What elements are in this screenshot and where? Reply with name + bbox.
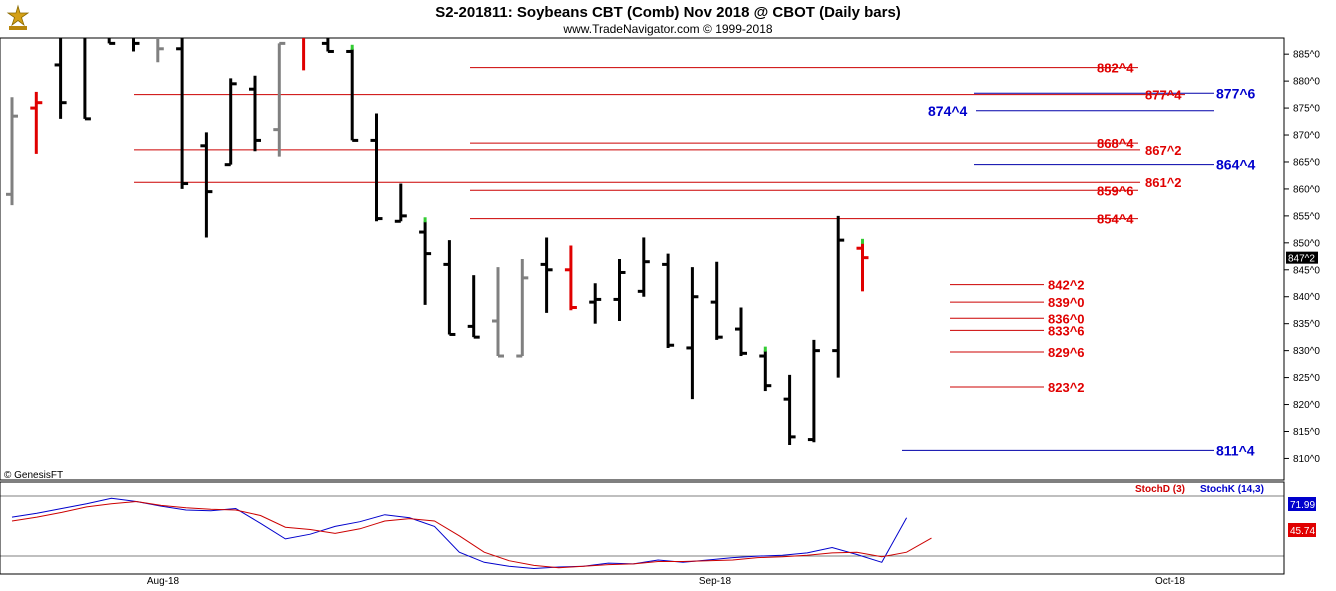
level-label: 882^4 xyxy=(1097,61,1134,76)
level-label: 859^6 xyxy=(1097,183,1134,198)
date-axis: Aug-18 Sep-18 Oct-18 xyxy=(147,576,1186,587)
y-tick-label: 845^0 xyxy=(1293,265,1320,276)
level-label: 836^0 xyxy=(1048,311,1085,326)
support-resistance-levels xyxy=(134,67,1214,451)
price-bar xyxy=(346,44,359,142)
price-bar xyxy=(370,113,383,222)
price-bar xyxy=(54,38,67,119)
x-tick-aug: Aug-18 xyxy=(147,576,180,587)
level-label: 854^4 xyxy=(1097,212,1134,227)
price-bar xyxy=(759,346,772,392)
price-axis: 810^0 815^0 820^0 825^0 830^0 835^0 840^0 845^0… xyxy=(1284,50,1320,465)
price-bar xyxy=(302,38,306,71)
price-bar xyxy=(856,238,869,292)
level-label: 864^4 xyxy=(1216,157,1256,173)
price-bar xyxy=(107,0,116,45)
price-bar xyxy=(321,38,334,53)
price-bar xyxy=(832,215,845,378)
price-bar xyxy=(710,261,723,340)
level-label: 868^4 xyxy=(1097,136,1134,151)
x-tick-sep: Sep-18 xyxy=(699,576,732,587)
stochk-last-value: 71.99 xyxy=(1290,500,1315,511)
signal-marker xyxy=(108,0,111,1)
price-bar xyxy=(686,267,699,400)
y-tick-label: 820^0 xyxy=(1293,400,1320,411)
y-tick-label: 885^0 xyxy=(1293,50,1320,61)
y-tick-label: 815^0 xyxy=(1293,427,1320,438)
level-label: 829^6 xyxy=(1048,345,1085,360)
y-tick-label: 875^0 xyxy=(1293,104,1320,115)
y-tick-label: 830^0 xyxy=(1293,346,1320,357)
level-label: 842^2 xyxy=(1048,278,1085,293)
price-bar xyxy=(156,38,164,63)
stochastic-panel: StochD (3) StochK (14,3) 71.99 45.74 xyxy=(0,481,1316,575)
level-label: 877^4 xyxy=(1145,88,1182,103)
y-tick-label: 840^0 xyxy=(1293,292,1320,303)
price-bar xyxy=(540,237,553,313)
price-bar xyxy=(273,41,286,157)
y-tick-label: 865^0 xyxy=(1293,157,1320,168)
header: S2-201811: Soybeans CBT (Comb) Nov 2018 … xyxy=(6,4,901,36)
level-label: 833^6 xyxy=(1048,323,1085,338)
level-label: 867^2 xyxy=(1145,143,1182,158)
price-bar xyxy=(637,237,650,297)
price-bars xyxy=(6,0,869,445)
last-price-label: 847^2 xyxy=(1288,254,1315,265)
y-tick-label: 870^0 xyxy=(1293,131,1320,142)
price-bar xyxy=(783,374,796,445)
price-bar xyxy=(443,240,456,336)
level-label: 874^4 xyxy=(928,103,968,119)
price-bar xyxy=(662,253,675,348)
price-bar xyxy=(224,78,237,167)
price-bar xyxy=(613,259,626,321)
chart-subtitle: www.TradeNavigator.com © 1999-2018 xyxy=(562,22,772,36)
last-price-tag: 847^2 xyxy=(1286,251,1318,265)
y-tick-label: 855^0 xyxy=(1293,211,1320,222)
y-tick-label: 850^0 xyxy=(1293,238,1320,249)
price-bar xyxy=(589,283,602,324)
level-labels: 882^4 877^4 877^6 874^4 868^4 867^2 864^4 861^2… xyxy=(928,61,1256,459)
signal-marker xyxy=(861,238,864,244)
price-bar xyxy=(30,91,43,154)
level-label: 877^6 xyxy=(1216,85,1256,101)
price-bar xyxy=(132,38,140,52)
watermark: © GenesisFT xyxy=(4,470,63,481)
price-bar xyxy=(735,307,747,357)
price-bar xyxy=(176,38,189,189)
stochd-last-value: 45.74 xyxy=(1290,526,1315,537)
level-label: 839^0 xyxy=(1048,295,1085,310)
y-tick-label: 835^0 xyxy=(1293,319,1320,330)
signal-marker xyxy=(350,44,354,50)
price-bar xyxy=(6,97,18,206)
price-bar xyxy=(516,259,529,358)
price-bar xyxy=(200,132,213,238)
y-tick-label: 825^0 xyxy=(1293,373,1320,384)
price-bar xyxy=(394,183,407,223)
signal-marker xyxy=(423,217,427,223)
logo-icon xyxy=(6,4,30,30)
x-tick-oct: Oct-18 xyxy=(1155,576,1185,587)
y-tick-label: 860^0 xyxy=(1293,184,1320,195)
level-label: 811^4 xyxy=(1216,442,1255,458)
price-bar xyxy=(492,267,504,358)
price-bar xyxy=(807,339,820,443)
signal-marker xyxy=(763,346,767,352)
price-bar xyxy=(249,75,261,152)
y-tick-label: 810^0 xyxy=(1293,454,1320,465)
stochd-line xyxy=(11,500,932,569)
price-bar xyxy=(564,245,577,311)
legend-stochd: StochD (3) xyxy=(1135,484,1185,495)
price-bar xyxy=(83,38,91,121)
y-tick-label: 880^0 xyxy=(1293,77,1320,88)
stochk-line xyxy=(11,497,908,570)
level-label: 823^2 xyxy=(1048,380,1085,395)
chart-title: S2-201811: Soybeans CBT (Comb) Nov 2018 … xyxy=(435,4,901,21)
legend-stochk: StochK (14,3) xyxy=(1200,484,1264,495)
level-label: 861^2 xyxy=(1145,175,1182,190)
price-bar xyxy=(467,275,480,339)
price-panel: 882^4 877^4 877^6 874^4 868^4 867^2 864^4 861^2… xyxy=(0,0,1285,481)
price-bar xyxy=(419,217,432,305)
